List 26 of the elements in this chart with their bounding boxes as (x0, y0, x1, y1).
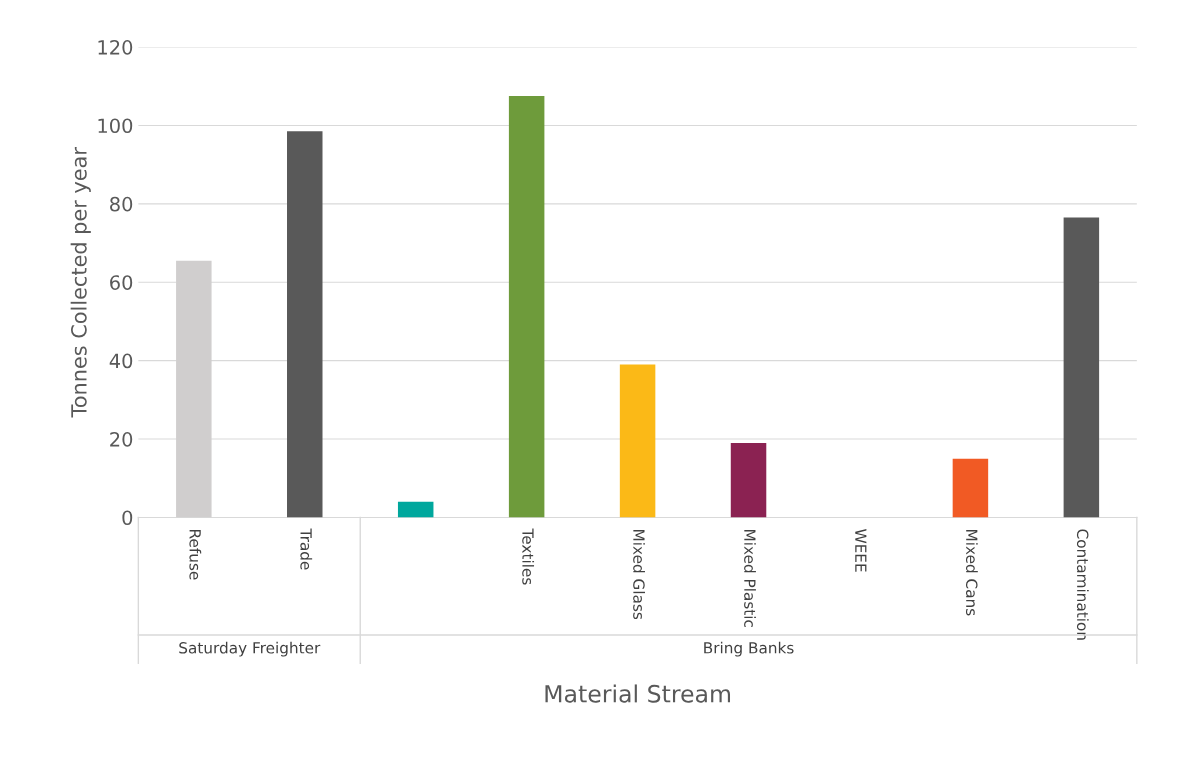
y-tick-label: 40 (109, 353, 133, 369)
bar (619, 364, 656, 518)
x-tick-label: Mixed Plastic (744, 530, 756, 627)
y-tick-label: 100 (98, 118, 133, 134)
bar (287, 131, 323, 518)
y-tick-label: 20 (110, 432, 133, 447)
bar (397, 501, 434, 518)
bar (508, 96, 545, 518)
x-tick-label: Trade (300, 528, 313, 570)
text: Bring Banks (704, 641, 794, 657)
x-tick-label: WEEE (855, 529, 867, 572)
text: Saturday Freighter (179, 641, 321, 657)
x-tick-label: Textiles (522, 528, 535, 585)
x-tick-label: Refuse (189, 530, 202, 580)
x-tick-label: Mixed Cans (965, 530, 978, 616)
y-tick-label: 80 (110, 196, 133, 212)
y-tick-label: 0 (122, 510, 133, 526)
y-tick-label: 60 (110, 275, 133, 290)
y-axis-title: Tonnes Collected per year (70, 147, 91, 418)
bar (1063, 217, 1100, 518)
x-tick-label: Contamination (1076, 529, 1089, 640)
x-tick-label: Mixed Glass (633, 530, 645, 620)
bar (952, 458, 989, 518)
bar (730, 442, 767, 518)
x-axis-title: Material Stream (545, 684, 731, 703)
y-tick-label: 120 (98, 40, 133, 55)
